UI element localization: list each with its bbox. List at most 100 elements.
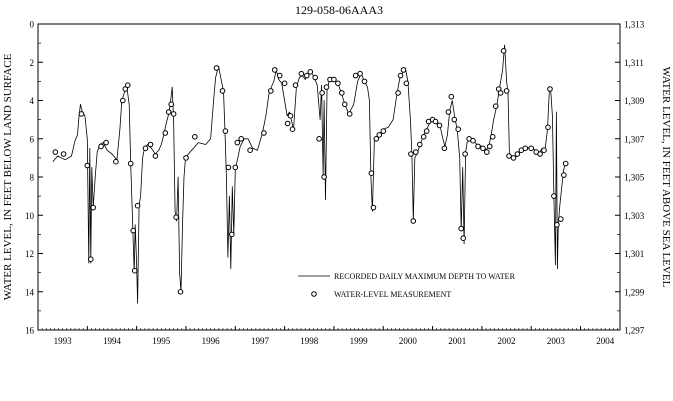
chart-title: 129-058-06AAA3 xyxy=(295,3,383,17)
y-left-tick-label: 6 xyxy=(30,134,35,144)
measurement-point xyxy=(271,67,278,73)
y-right-tick-label: 1,305 xyxy=(624,173,645,183)
measurement-point xyxy=(506,153,512,159)
measurement-point xyxy=(462,151,468,157)
measurement-point xyxy=(400,67,407,73)
y-left-tick-label: 4 xyxy=(30,96,35,106)
measurement-point xyxy=(127,160,134,167)
y-left-tick-label: 8 xyxy=(30,173,35,183)
y-axis-left-label: WATER LEVEL, IN FEET BELOW LAND SURFACE xyxy=(2,53,14,300)
measurement-point xyxy=(319,90,325,96)
measurement-point xyxy=(537,151,543,157)
measurement-point xyxy=(284,120,291,127)
measurement-point xyxy=(52,149,59,155)
measurement-point xyxy=(247,147,253,153)
measurement-point xyxy=(417,141,423,148)
x-tick-label: 2004 xyxy=(596,336,615,346)
measurement-point xyxy=(292,82,299,88)
measurement-point xyxy=(287,113,294,119)
measurement-point xyxy=(441,145,448,152)
legend: RECORDED DAILY MAXIMUM DEPTH TO WATER WA… xyxy=(298,272,516,299)
measurement-point xyxy=(289,126,296,132)
measurement-point xyxy=(361,78,368,85)
measurement-point xyxy=(173,214,179,220)
measurement-point xyxy=(225,164,232,171)
measurement-point xyxy=(238,136,244,142)
measurement-point xyxy=(370,204,377,211)
y-left-tick-label: 16 xyxy=(25,326,35,336)
measurement-point xyxy=(162,130,169,136)
measurement-point xyxy=(125,82,131,88)
y-axis-left: 0 2 4 6 8 10 12 14 16 xyxy=(25,20,620,336)
measurement-point xyxy=(261,130,267,136)
measurement-point xyxy=(219,88,226,94)
plot-area xyxy=(37,23,621,331)
x-tick-label: 2001 xyxy=(448,336,466,346)
measurement-point xyxy=(183,155,189,161)
measurement-point xyxy=(113,158,119,165)
measurement-point xyxy=(541,147,547,153)
measurement-point xyxy=(177,289,184,295)
measurement-point xyxy=(522,145,529,152)
y-left-tick-label: 14 xyxy=(25,287,35,297)
measurement-point xyxy=(487,143,493,150)
measurement-point xyxy=(551,193,557,199)
x-tick-label: 1998 xyxy=(300,336,319,346)
measurement-point xyxy=(475,143,481,150)
measurement-point xyxy=(213,65,220,71)
measurement-point xyxy=(413,149,419,155)
measurement-point xyxy=(373,136,380,142)
measurement-point xyxy=(298,70,305,77)
measurement-point xyxy=(335,80,341,87)
measurement-point xyxy=(410,218,417,224)
measurement-point xyxy=(339,90,345,96)
measurement-point xyxy=(561,172,567,178)
measurement-point xyxy=(232,164,239,171)
measurement-point xyxy=(397,72,404,79)
y-axis-right-label: WATER LEVEL, IN FEET ABOVE SEA LEVEL xyxy=(660,67,672,288)
measurement-point xyxy=(304,72,310,79)
measurement-point xyxy=(281,80,288,87)
x-tick-label: 2000 xyxy=(399,336,418,346)
measurement-point xyxy=(545,124,551,131)
y-left-tick-label: 12 xyxy=(25,249,34,259)
measurement-point xyxy=(470,137,476,144)
x-tick-label: 1994 xyxy=(103,336,122,346)
measurement-point xyxy=(147,141,154,148)
y-left-tick-label: 2 xyxy=(30,58,35,68)
measurement-point xyxy=(500,48,507,54)
x-tick-label: 1996 xyxy=(202,336,221,346)
measurement-point xyxy=(432,118,439,125)
measurement-point xyxy=(170,111,177,117)
y-right-tick-label: 1,309 xyxy=(624,96,645,106)
measurement-point xyxy=(376,132,383,138)
measurement-point xyxy=(503,88,510,94)
measurement-point xyxy=(562,160,569,167)
y-left-tick-label: 0 xyxy=(30,20,35,30)
measurement-point xyxy=(460,235,467,241)
measurement-point xyxy=(445,109,452,115)
measurement-point xyxy=(229,231,235,238)
measurement-point xyxy=(458,225,465,232)
measurement-point xyxy=(60,151,67,157)
measurement-point xyxy=(134,202,141,209)
measurement-point xyxy=(90,204,96,211)
legend-marker-label: WATER-LEVEL MEASUREMENT xyxy=(334,290,451,299)
measurement-point xyxy=(88,256,94,263)
measurement-point xyxy=(142,145,149,152)
measurement-point xyxy=(352,72,359,79)
y-right-tick-label: 1,303 xyxy=(624,211,645,221)
series-water-level-measurements xyxy=(52,48,569,295)
y-right-tick-label: 1,307 xyxy=(624,134,645,144)
measurement-point xyxy=(558,216,564,222)
measurement-point xyxy=(130,227,136,234)
measurement-point xyxy=(455,126,462,132)
measurement-point xyxy=(321,174,327,180)
measurement-point xyxy=(554,222,560,228)
y-right-tick-label: 1,301 xyxy=(624,249,644,259)
measurement-point xyxy=(408,151,414,157)
measurement-point xyxy=(420,134,427,140)
measurement-point xyxy=(528,145,535,152)
measurement-point xyxy=(307,69,314,75)
